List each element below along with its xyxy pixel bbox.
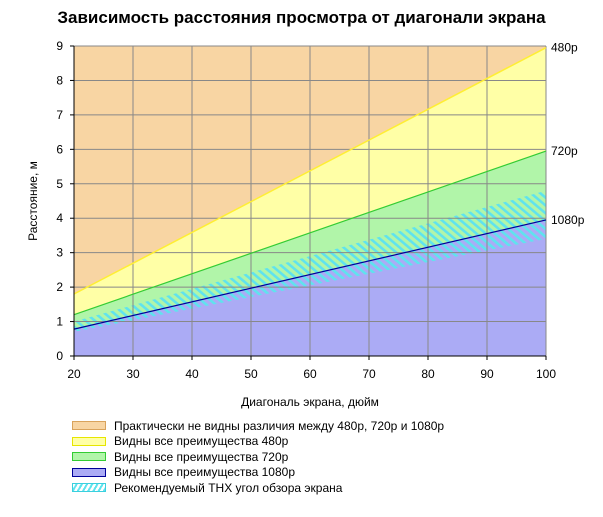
series-lines xyxy=(73,47,547,330)
series-end-label: 720p xyxy=(551,144,578,158)
series-end-label: 1080p xyxy=(551,213,585,227)
grid-lines xyxy=(73,45,547,357)
tick-labels: 20 30 40 50 60 70 80 90 100 0 1 2 3 4 5 6 7 8 9 xyxy=(56,39,556,381)
x-tick-label: 60 xyxy=(303,367,317,381)
series-line-1080p xyxy=(73,219,547,330)
legend-swatch xyxy=(72,483,106,493)
legend-label: Видны все преимущества 480p xyxy=(114,434,289,449)
series-line-480p xyxy=(73,47,547,295)
legend-swatch xyxy=(72,452,106,462)
y-tick-label: 3 xyxy=(56,246,63,260)
y-tick-label: 4 xyxy=(56,211,63,225)
x-tick-label: 100 xyxy=(536,367,556,381)
legend-swatch xyxy=(72,467,106,477)
y-tick-label: 1 xyxy=(56,315,63,329)
legend-item: Практически не видны различия между 480p… xyxy=(72,418,444,434)
x-axis-label: Диагональ экрана, дюйм xyxy=(241,395,379,409)
legend-item: Видны все преимущества 720p xyxy=(72,449,444,465)
x-tick-label: 20 xyxy=(67,367,81,381)
series-end-labels: 480p 720p 1080p xyxy=(551,41,585,227)
y-tick-label: 5 xyxy=(56,177,63,191)
legend-item: Видны все преимущества 480p xyxy=(72,434,444,450)
series-line-720p xyxy=(73,150,547,316)
legend-item: Рекомендуемый THX угол обзора экрана xyxy=(72,480,444,496)
x-tick-label: 50 xyxy=(244,367,258,381)
y-tick-label: 8 xyxy=(56,73,63,87)
y-tick-label: 6 xyxy=(56,142,63,156)
legend-label: Рекомендуемый THX угол обзора экрана xyxy=(114,480,343,495)
x-tick-label: 70 xyxy=(362,367,376,381)
x-tick-label: 90 xyxy=(480,367,494,381)
legend: Практически не видны различия между 480p… xyxy=(72,418,444,496)
y-tick-label: 2 xyxy=(56,280,63,294)
x-tick-label: 30 xyxy=(126,367,140,381)
y-tick-label: 7 xyxy=(56,108,63,122)
y-axis-label: Расстояние, м xyxy=(26,161,40,241)
legend-label: Видны все преимущества 720p xyxy=(114,449,289,464)
legend-label: Практически не видны различия между 480p… xyxy=(114,418,445,433)
legend-swatch xyxy=(72,436,106,446)
legend-label: Видны все преимущества 1080p xyxy=(114,465,296,480)
legend-swatch xyxy=(72,421,106,431)
x-tick-label: 40 xyxy=(185,367,199,381)
chart-title: Зависимость расстояния просмотра от диаг… xyxy=(57,8,546,27)
legend-item: Видны все преимущества 1080p xyxy=(72,465,444,481)
x-tick-label: 80 xyxy=(421,367,435,381)
y-tick-label: 0 xyxy=(56,349,63,363)
y-tick-label: 9 xyxy=(56,39,63,53)
series-end-label: 480p xyxy=(551,41,578,55)
